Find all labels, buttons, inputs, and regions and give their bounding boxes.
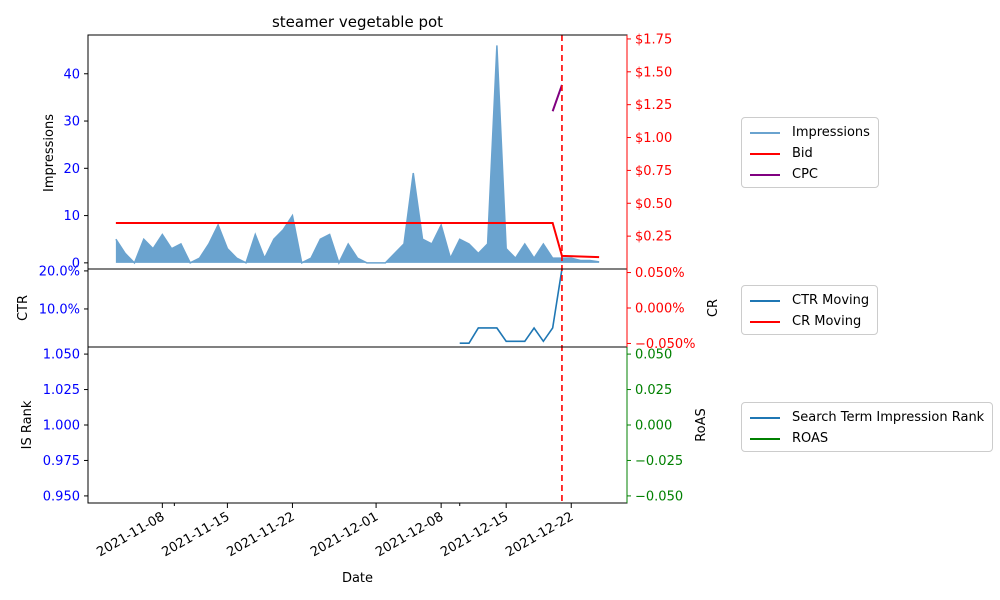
legend-label: Impressions: [792, 125, 870, 140]
date-tick-label: 2021-11-22: [225, 509, 298, 560]
axes-frame: [87, 268, 628, 348]
chart-marks: 0 10 20 30 40 10.0% 20.0% 0.950 0.975 1.000 1.025 1…: [39, 32, 696, 560]
bid-axis-tick-label: $1.75: [635, 32, 672, 47]
date-tick-label: 2021-12-01: [308, 509, 381, 560]
cpc-line: [551, 84, 563, 112]
xlabel: Date: [342, 571, 373, 586]
is-rank-axis-tick-label: 1.025: [43, 383, 80, 398]
impressions-line: [115, 45, 600, 265]
legend-label: CR Moving: [792, 314, 862, 329]
axes-frame: [87, 346, 628, 504]
legend-bottom: Search Term Impression Rank ROAS: [741, 402, 994, 452]
impressions-axis-tick-label: 20: [63, 162, 80, 177]
legend-swatch-bid: [750, 152, 780, 155]
legend-label: CPC: [792, 167, 818, 182]
bid-axis-tick-label: $0.50: [635, 197, 672, 212]
legend-swatch-ctr-moving: [750, 299, 780, 302]
roas-axis-tick-label: −0.025: [635, 454, 683, 469]
ctr-axis-tick-label: 20.0%: [39, 264, 80, 279]
legend-label: CTR Moving: [792, 293, 870, 308]
roas-axis-tick-label: −0.050: [635, 489, 683, 504]
legend-item: ROAS: [750, 428, 984, 449]
legend-item: Bid: [750, 143, 870, 164]
legend-swatch-cpc: [750, 173, 780, 176]
ylabel-cr: CR: [706, 299, 721, 317]
legend-swatch-search-term-impression-rank: [750, 416, 780, 419]
bid-axis-tick-label: $1.25: [635, 98, 672, 113]
legend-item: Search Term Impression Rank: [750, 407, 984, 428]
is-rank-axis-tick-label: 0.975: [43, 454, 80, 469]
date-tick-label: 2021-12-22: [503, 509, 576, 560]
legend-swatch-cr-moving: [750, 320, 780, 323]
roas-axis-tick-label: 0.025: [635, 383, 672, 398]
ylabel-impressions: Impressions: [42, 114, 57, 192]
bid-axis-tick-label: $1.00: [635, 131, 672, 146]
cr-axis-tick-label: 0.000%: [635, 302, 685, 317]
roas-axis-tick-label: 0.050: [635, 348, 672, 363]
bid-axis-tick-label: $1.50: [635, 65, 672, 80]
chart-title: steamer vegetable pot: [272, 13, 443, 31]
impressions-axis-tick-label: 0: [72, 256, 80, 271]
legend-item: Impressions: [750, 122, 870, 143]
is-rank-axis-tick-label: 1.050: [43, 348, 80, 363]
legend-swatch-impressions: [750, 131, 780, 134]
legend-label: ROAS: [792, 431, 829, 446]
date-tick-label: 2021-12-08: [373, 509, 446, 560]
roas-axis-tick-label: 0.000: [635, 419, 672, 434]
date-tick-label: 2021-12-15: [438, 509, 511, 560]
is-rank-axis-tick-label: 0.950: [43, 489, 80, 504]
is-rank-axis-tick-label: 1.000: [43, 419, 80, 434]
bid-axis-tick-label: $0.25: [635, 230, 672, 245]
legend-item: CPC: [750, 164, 870, 185]
date-tick-label: 2021-11-08: [94, 509, 167, 560]
ctr-axis-tick-label: 10.0%: [39, 302, 80, 317]
legend-top: Impressions Bid CPC: [741, 117, 879, 188]
legend-item: CTR Moving: [750, 290, 869, 311]
ylabel-roas: RoAS: [694, 408, 709, 442]
impressions-axis-tick-label: 40: [63, 67, 80, 82]
ylabel-ctr: CTR: [16, 295, 31, 321]
cr-axis-tick-label: 0.050%: [635, 266, 685, 281]
legend-swatch-roas: [750, 437, 780, 440]
legend-label: Search Term Impression Rank: [792, 410, 985, 425]
impressions-axis-tick-label: 10: [63, 209, 80, 224]
legend-label: Bid: [792, 146, 813, 161]
axes-frame: [87, 34, 628, 270]
ylabel-is-rank: IS Rank: [20, 400, 35, 449]
cr-axis-tick-label: −0.050%: [635, 337, 695, 352]
ctr-moving-line: [459, 268, 563, 344]
date-tick-label: 2021-11-15: [159, 509, 232, 560]
impressions-axis-tick-label: 30: [63, 115, 80, 130]
legend-middle: CTR Moving CR Moving: [741, 285, 879, 335]
legend-item: CR Moving: [750, 311, 869, 332]
bid-line: [115, 221, 600, 259]
bid-axis-tick-label: $0.75: [635, 164, 672, 179]
impressions-area: [115, 45, 600, 263]
